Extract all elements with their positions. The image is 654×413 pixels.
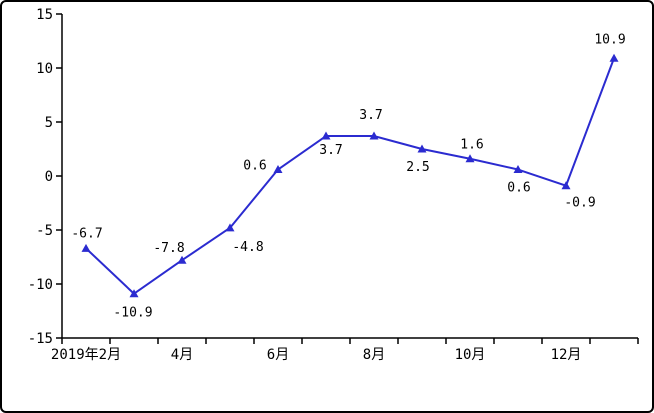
x-tick-label: 12月 [551,347,582,363]
y-tick-label: -10 [28,277,53,293]
data-point-marker [273,165,283,174]
data-point-label: 2.5 [406,160,429,175]
y-tick-label: -5 [36,223,53,239]
data-point-label: -6.7 [71,226,102,241]
data-point-marker [513,165,523,174]
data-point-label: -10.9 [113,306,152,321]
y-tick-label: -15 [28,331,53,347]
data-point-marker [369,131,379,140]
data-point-marker [129,289,139,298]
data-point-label: 0.6 [507,181,530,196]
data-point-label: -7.8 [153,241,184,256]
data-point-marker [561,181,571,190]
data-point-label: 0.6 [243,159,266,174]
y-tick-label: 15 [36,7,53,23]
data-point-marker [81,243,91,252]
series-line [85,57,615,295]
data-point-marker [417,144,427,153]
data-point-label: 3.7 [319,143,342,158]
data-point-marker [177,255,187,264]
data-point-label: -4.8 [232,240,263,255]
x-tick-label: 2019年2月 [51,347,121,363]
data-point-label: 10.9 [594,32,625,47]
x-tick-label: 4月 [171,347,193,363]
data-point-label: 3.7 [359,108,382,123]
y-tick-label: 10 [36,61,53,77]
x-tick-label: 6月 [267,347,289,363]
y-tick-label: 5 [45,115,53,131]
data-point-marker [225,223,235,232]
x-tick-label: 10月 [455,347,486,363]
data-point-label: -0.9 [564,196,595,211]
data-point-marker [609,53,619,62]
data-point-marker [321,131,331,140]
data-point-marker [465,154,475,163]
y-tick-label: 0 [45,169,53,185]
data-point-label: 1.6 [460,138,483,153]
x-tick-label: 8月 [363,347,385,363]
